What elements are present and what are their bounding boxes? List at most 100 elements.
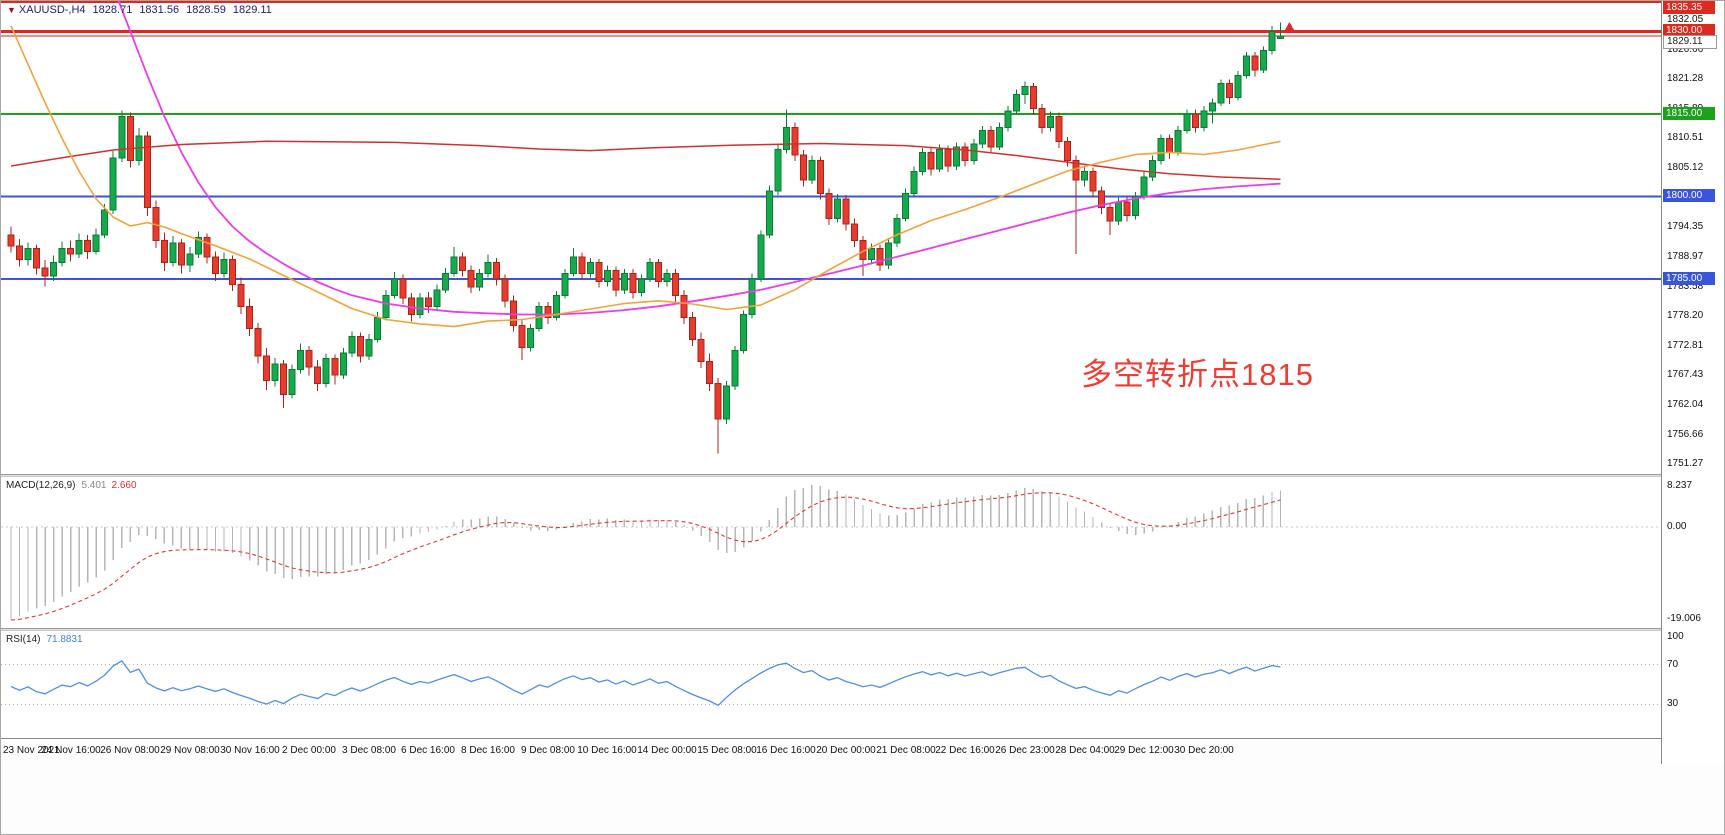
candle [373,316,381,340]
candle [67,248,75,255]
candle [1038,107,1046,128]
candle [194,237,202,255]
candle [1046,116,1054,128]
macd-axis-label: 8.237 [1667,480,1693,491]
time-axis-label: 30 Dec 20:00 [1174,745,1234,756]
candle [314,366,322,384]
candle [1115,201,1123,222]
time-axis-label: 20 Dec 00:00 [816,745,876,756]
price-tick-label: 1788.97 [1667,251,1704,262]
candle [578,256,586,274]
candle [885,242,893,266]
ohlc-close: 1829.11 [232,4,272,16]
candle [424,297,432,307]
candle [902,193,910,219]
price-tick-label: 1810.51 [1667,132,1704,143]
candle [919,151,927,172]
candle [356,336,364,357]
rsi-canvas[interactable] [1,631,1661,738]
candle [331,358,339,376]
candle [586,261,594,274]
candle [978,129,986,145]
price-tick-label: 1832.05 [1667,14,1704,25]
candle [603,270,611,282]
candle [595,261,603,282]
candle [211,256,219,274]
time-axis-label: 29 Dec 12:00 [1114,745,1174,756]
candle [561,272,569,296]
candle [92,234,100,252]
ohlc-open: 1828.71 [92,4,133,16]
ohlc-low: 1828.59 [186,4,226,16]
rsi-line[interactable] [10,660,1281,707]
candle [1055,116,1063,142]
candle [791,127,799,156]
time-axis[interactable]: 23 Nov 2021 24 Nov 16:00 26 Nov 08:00 29 No… [1,738,1724,834]
ma-orange-line[interactable] [10,25,1281,328]
candle [84,239,92,252]
candle [467,270,475,288]
candle [1132,195,1140,216]
time-axis-label: 9 Dec 08:00 [521,745,575,756]
rsi-pane[interactable]: RSI(14) 71.8831 [1,631,1661,738]
ma-red-line[interactable] [10,140,1281,180]
candle [476,272,484,288]
candle [637,278,645,293]
macd-pane[interactable]: MACD(12,26,9) 5.401 2.660 [1,477,1661,628]
macd-signal-line[interactable] [10,492,1281,621]
candle [305,349,313,368]
price-chart-canvas[interactable] [1,1,1661,474]
candle [365,338,373,357]
symbol-dropdown-icon[interactable]: ▼ [7,5,16,15]
candle [288,369,296,395]
candle [544,305,552,318]
macd-canvas[interactable] [1,477,1661,628]
candle [399,278,407,299]
candle [1140,176,1148,197]
candle [944,149,952,167]
macd-main-value: 5.401 [81,480,107,491]
candle [220,259,228,274]
price-axis[interactable]: 1832.051826.661821.281815.891810.511805.… [1661,1,1724,764]
price-tick-label: 1826.66 [1667,44,1704,55]
candle [612,270,620,291]
candle [1106,206,1114,222]
candle [169,242,177,263]
candle [1081,171,1089,181]
candle [995,127,1003,148]
pane-separator[interactable] [1,474,1724,477]
candle [1242,55,1250,76]
candle [510,300,518,326]
candle [833,198,841,219]
rsi-axis-label: 100 [1667,631,1684,642]
candle [774,149,782,192]
pane-separator[interactable] [1,628,1724,631]
price-line-tag-1830.00: 1830.00 [1663,24,1715,37]
candle [893,217,901,244]
candle [501,278,509,302]
time-axis-label: 6 Dec 16:00 [401,745,455,756]
ma-magenta-line[interactable] [79,1,1281,316]
candle [655,261,663,282]
candle [160,239,168,263]
candle [143,135,151,208]
candle [1234,74,1242,98]
candle [390,278,398,296]
candle [246,305,254,329]
candle [1183,113,1191,131]
candle [254,327,262,357]
price-tick-label: 1821.28 [1667,73,1704,84]
candle [961,146,969,161]
candle [620,272,628,291]
candle [416,297,424,315]
price-tick-label: 1783.58 [1667,281,1704,292]
time-axis-label: 26 Nov 08:00 [100,745,160,756]
rsi-label: RSI(14) 71.8831 [6,634,83,645]
main-chart-pane[interactable]: ▼ XAUUSD-,H4 1828.71 1831.56 1828.59 1829.11 … [1,1,1661,474]
candle [799,154,807,181]
chart-title: ▼ XAUUSD-,H4 1828.71 1831.56 1828.59 1829.11 [7,4,272,16]
macd-label: MACD(12,26,9) 5.401 2.660 [6,480,137,491]
candle [16,245,24,260]
candle [237,283,245,307]
candle [569,256,577,274]
